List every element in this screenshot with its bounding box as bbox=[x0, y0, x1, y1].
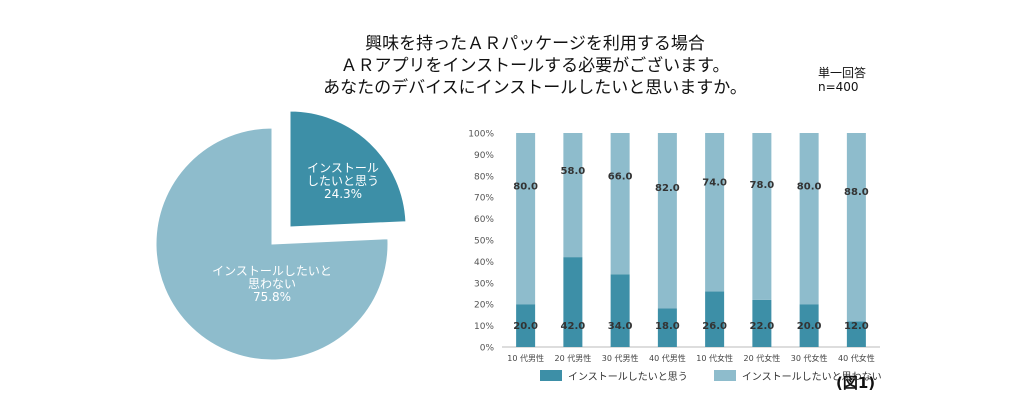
bar-segment bbox=[516, 133, 536, 305]
x-tick-label: 10 代男性 bbox=[507, 353, 544, 363]
title-line-1: 興味を持ったＡＲパッケージを利用する場合 bbox=[365, 34, 705, 54]
bar-data-label: 26.0 bbox=[702, 321, 727, 332]
bar-segment bbox=[610, 133, 630, 275]
legend-label-no-install: インストールしたいと思わない bbox=[741, 372, 882, 383]
legend-item-install: インストールしたいと思う bbox=[540, 368, 688, 383]
bar-segment bbox=[705, 133, 725, 292]
y-tick-label: 60% bbox=[474, 215, 494, 225]
legend-swatch-install bbox=[540, 370, 562, 381]
bar-data-label: 78.0 bbox=[750, 180, 775, 191]
chart-title: 興味を持ったＡＲパッケージを利用する場合 ＡＲアプリをインストールする必要がござ… bbox=[300, 33, 770, 99]
y-tick-label: 30% bbox=[474, 279, 494, 289]
pie-slice-value: 75.8% bbox=[253, 290, 291, 304]
x-tick-label: 30 代男性 bbox=[602, 353, 639, 363]
title-line-2: ＡＲアプリをインストールする必要がございます。 bbox=[340, 56, 730, 76]
title-line-3: あなたのデバイスにインストールしたいと思いますか。 bbox=[323, 78, 747, 98]
pie-slice-label: インストールしたいと bbox=[212, 264, 332, 278]
x-tick-label: 20 代女性 bbox=[744, 353, 781, 363]
bar-segment bbox=[846, 133, 866, 322]
bar-segment bbox=[516, 304, 536, 347]
note-sample-size: n=400 bbox=[818, 80, 859, 94]
bar-data-label: 74.0 bbox=[702, 177, 727, 188]
bar-legend: インストールしたいと思う インストールしたいと思わない bbox=[540, 368, 908, 383]
bar-segment bbox=[705, 291, 725, 347]
y-tick-label: 10% bbox=[474, 322, 494, 332]
bar-data-label: 88.0 bbox=[844, 187, 869, 198]
bar-data-label: 80.0 bbox=[797, 181, 822, 192]
pie-slice-value: 24.3% bbox=[324, 187, 362, 201]
pie-slice bbox=[289, 110, 407, 228]
y-tick-label: 80% bbox=[474, 172, 494, 182]
y-tick-label: 100% bbox=[468, 130, 494, 140]
x-tick-label: 10 代女性 bbox=[696, 353, 733, 363]
sample-note: 単一回答 n=400 bbox=[818, 66, 888, 94]
bar-data-label: 18.0 bbox=[655, 321, 680, 332]
bar-data-label: 66.0 bbox=[608, 172, 633, 183]
bar-segment bbox=[799, 133, 819, 305]
legend-item-no-install: インストールしたいと思わない bbox=[713, 368, 882, 383]
bar-segment bbox=[563, 257, 583, 347]
bar-segment bbox=[846, 321, 866, 347]
y-tick-label: 40% bbox=[474, 258, 494, 268]
x-tick-label: 20 代男性 bbox=[555, 353, 592, 363]
y-tick-label: 90% bbox=[474, 151, 494, 161]
note-answer-type: 単一回答 bbox=[818, 66, 867, 80]
pie-slice bbox=[155, 127, 389, 361]
bar-segment bbox=[657, 133, 677, 309]
bar-data-label: 20.0 bbox=[513, 321, 538, 332]
figure-label: (図1) bbox=[836, 374, 876, 392]
x-tick-label: 40 代男性 bbox=[649, 353, 686, 363]
bar-data-label: 12.0 bbox=[844, 321, 869, 332]
pie-slice-label: 思わない bbox=[248, 277, 296, 291]
bar-data-label: 34.0 bbox=[608, 321, 633, 332]
y-tick-label: 70% bbox=[474, 194, 494, 204]
bar-data-label: 82.0 bbox=[655, 183, 680, 194]
pie-slice-label: インストール bbox=[307, 161, 379, 175]
bar-segment bbox=[563, 133, 583, 258]
y-tick-label: 20% bbox=[474, 301, 494, 311]
bar-segment bbox=[799, 304, 819, 347]
x-tick-label: 30 代女性 bbox=[791, 353, 828, 363]
bar-segment bbox=[657, 308, 677, 347]
bar-data-label: 80.0 bbox=[513, 181, 538, 192]
bar-data-label: 22.0 bbox=[750, 321, 775, 332]
legend-swatch-no-install bbox=[713, 370, 736, 381]
y-tick-label: 50% bbox=[474, 237, 494, 247]
bar-segment bbox=[752, 299, 772, 347]
legend-label-install: インストールしたいと思う bbox=[568, 372, 688, 383]
bar-segment bbox=[752, 133, 772, 300]
y-tick-label: 0% bbox=[480, 344, 495, 354]
bar-data-label: 58.0 bbox=[561, 166, 586, 177]
bar-segment bbox=[610, 274, 630, 347]
bar-data-label: 42.0 bbox=[561, 321, 586, 332]
pie-slice-label: したいと思う bbox=[307, 174, 379, 188]
x-tick-label: 40 代女性 bbox=[838, 353, 875, 363]
bar-data-label: 20.0 bbox=[797, 321, 822, 332]
